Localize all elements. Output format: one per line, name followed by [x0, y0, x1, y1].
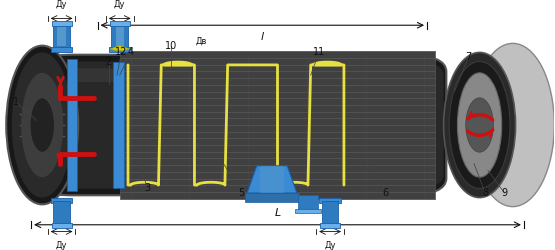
Text: 2: 2 — [105, 56, 112, 66]
FancyBboxPatch shape — [52, 222, 72, 228]
Ellipse shape — [12, 52, 73, 198]
FancyBboxPatch shape — [319, 198, 341, 203]
Text: 12: 12 — [115, 48, 128, 58]
FancyBboxPatch shape — [67, 59, 77, 191]
Text: Ду: Ду — [56, 241, 67, 250]
FancyBboxPatch shape — [51, 198, 72, 203]
FancyBboxPatch shape — [295, 209, 321, 214]
Polygon shape — [247, 166, 297, 193]
FancyBboxPatch shape — [245, 193, 299, 202]
FancyBboxPatch shape — [52, 21, 72, 26]
Ellipse shape — [457, 73, 502, 177]
Text: Ду: Ду — [56, 0, 67, 9]
Ellipse shape — [449, 62, 510, 188]
Text: 4: 4 — [128, 48, 134, 58]
Text: 7: 7 — [466, 52, 472, 62]
FancyBboxPatch shape — [57, 28, 65, 46]
Text: Ду: Ду — [324, 241, 336, 250]
Text: L: L — [274, 208, 281, 218]
FancyBboxPatch shape — [115, 28, 124, 46]
Text: 3: 3 — [144, 184, 150, 194]
Text: l: l — [261, 32, 264, 42]
FancyBboxPatch shape — [322, 201, 339, 225]
Text: Дв: Дв — [195, 36, 207, 46]
FancyBboxPatch shape — [53, 25, 70, 47]
Ellipse shape — [21, 73, 63, 177]
FancyBboxPatch shape — [113, 62, 124, 188]
Ellipse shape — [466, 98, 493, 152]
Text: 11: 11 — [313, 48, 325, 58]
FancyBboxPatch shape — [109, 47, 130, 52]
FancyBboxPatch shape — [120, 51, 435, 199]
FancyBboxPatch shape — [320, 222, 340, 228]
Ellipse shape — [30, 98, 54, 152]
Text: 5: 5 — [239, 188, 245, 198]
FancyBboxPatch shape — [31, 55, 446, 195]
FancyBboxPatch shape — [53, 201, 70, 225]
Ellipse shape — [443, 52, 516, 198]
Text: 1: 1 — [13, 97, 19, 107]
FancyBboxPatch shape — [51, 47, 72, 52]
FancyBboxPatch shape — [110, 21, 130, 26]
Text: 8: 8 — [482, 188, 488, 198]
FancyBboxPatch shape — [42, 68, 435, 82]
FancyBboxPatch shape — [34, 62, 443, 188]
Ellipse shape — [6, 46, 78, 204]
Text: 10: 10 — [164, 41, 177, 51]
Text: 9: 9 — [501, 188, 507, 198]
Polygon shape — [260, 166, 284, 193]
Ellipse shape — [471, 43, 554, 207]
FancyBboxPatch shape — [112, 25, 128, 47]
FancyBboxPatch shape — [298, 195, 318, 211]
Text: Ду: Ду — [114, 0, 125, 9]
Wedge shape — [110, 46, 129, 51]
Text: 6: 6 — [382, 188, 388, 198]
